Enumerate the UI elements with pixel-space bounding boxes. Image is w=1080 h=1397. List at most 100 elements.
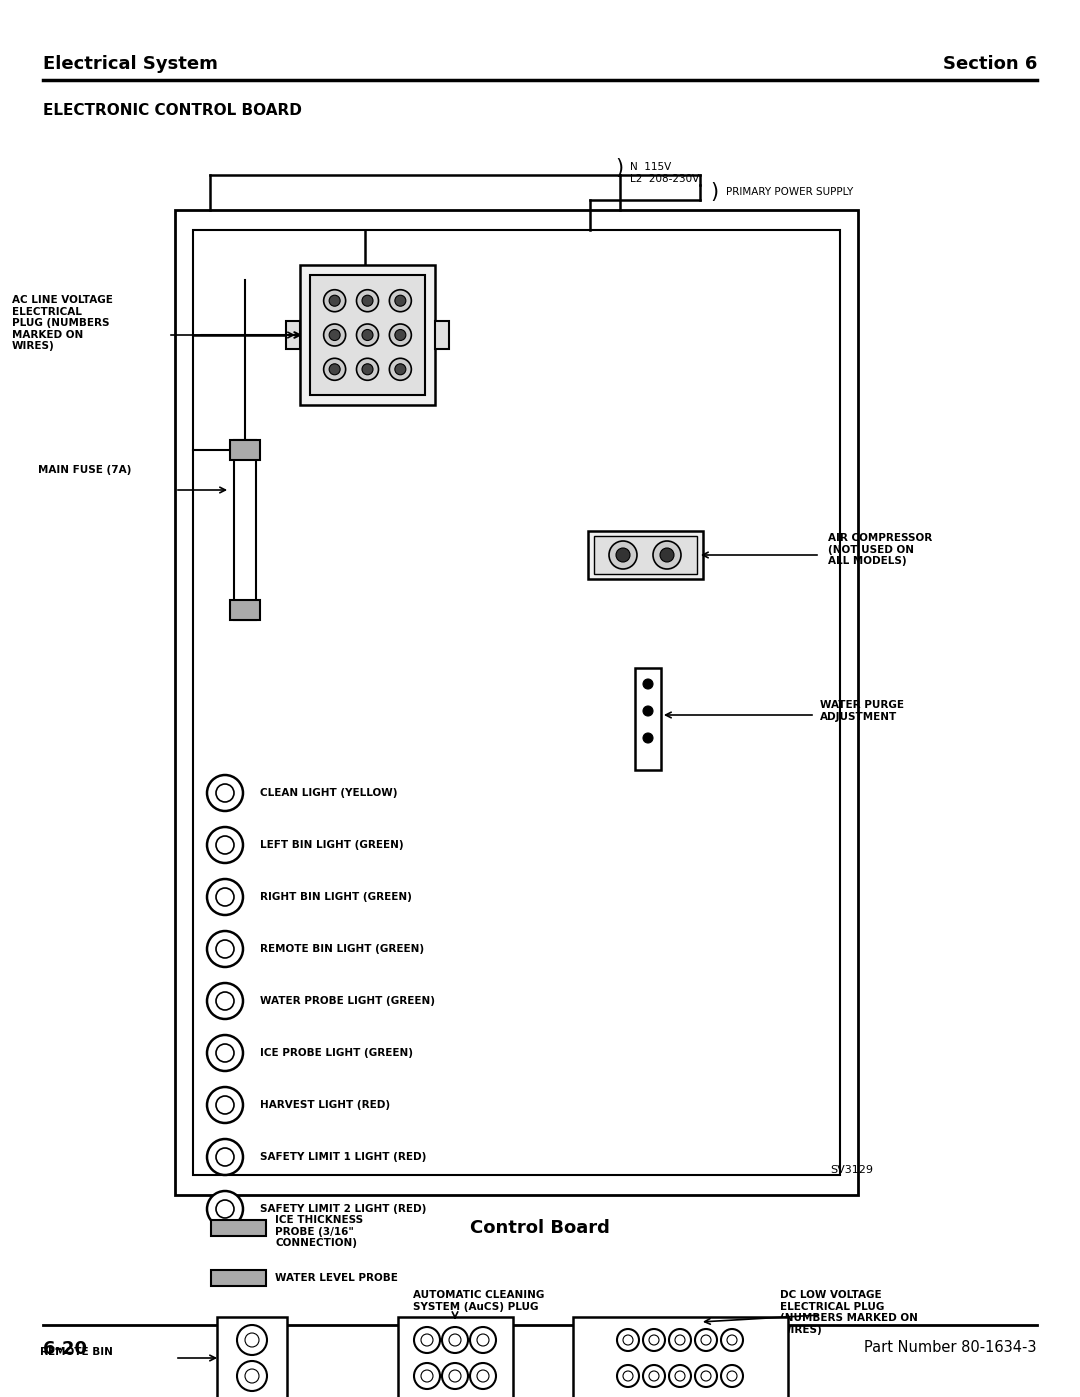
Circle shape (643, 1365, 665, 1387)
Text: HARVEST LIGHT (RED): HARVEST LIGHT (RED) (260, 1099, 390, 1111)
Bar (286, 321, 300, 349)
Circle shape (216, 888, 234, 907)
Circle shape (660, 548, 674, 562)
Circle shape (207, 1192, 243, 1227)
Text: AIR COMPRESSOR
(NOT USED ON
ALL MODELS): AIR COMPRESSOR (NOT USED ON ALL MODELS) (828, 534, 932, 566)
Circle shape (329, 330, 340, 341)
Circle shape (643, 679, 653, 689)
Text: PRIMARY POWER SUPPLY: PRIMARY POWER SUPPLY (726, 187, 853, 197)
Bar (230, 599, 260, 620)
Text: 6-20: 6-20 (43, 1340, 87, 1358)
Circle shape (616, 548, 630, 562)
Circle shape (216, 940, 234, 958)
Circle shape (414, 1327, 440, 1354)
Text: ICE THICKNESS
PROBE (3/16"
CONNECTION): ICE THICKNESS PROBE (3/16" CONNECTION) (275, 1215, 363, 1248)
Text: REMOTE BIN LIGHT (GREEN): REMOTE BIN LIGHT (GREEN) (260, 944, 424, 954)
Circle shape (395, 363, 406, 374)
Text: LEFT BIN LIGHT (GREEN): LEFT BIN LIGHT (GREEN) (260, 840, 404, 849)
Text: SAFETY LIMIT 2 LIGHT (RED): SAFETY LIMIT 2 LIGHT (RED) (260, 1204, 427, 1214)
Circle shape (324, 289, 346, 312)
Circle shape (696, 1329, 717, 1351)
Circle shape (701, 1336, 711, 1345)
Circle shape (237, 1361, 267, 1391)
Circle shape (421, 1334, 433, 1345)
Circle shape (669, 1365, 691, 1387)
Circle shape (207, 1035, 243, 1071)
Circle shape (356, 289, 378, 312)
Text: ICE PROBE LIGHT (GREEN): ICE PROBE LIGHT (GREEN) (260, 1048, 413, 1058)
Circle shape (216, 835, 234, 854)
Circle shape (721, 1329, 743, 1351)
Circle shape (643, 705, 653, 717)
Circle shape (649, 1336, 659, 1345)
Text: SV3129: SV3129 (831, 1165, 873, 1175)
Text: SAFETY LIMIT 1 LIGHT (RED): SAFETY LIMIT 1 LIGHT (RED) (260, 1153, 427, 1162)
Text: ): ) (710, 182, 718, 203)
Bar (310, 275, 426, 395)
Bar (234, 440, 256, 620)
Text: Electrical System: Electrical System (43, 54, 218, 73)
Circle shape (216, 992, 234, 1010)
Circle shape (362, 295, 373, 306)
Circle shape (216, 1200, 234, 1218)
Circle shape (329, 295, 340, 306)
Circle shape (356, 358, 378, 380)
Circle shape (362, 363, 373, 374)
Circle shape (207, 983, 243, 1018)
Bar (573, 1317, 788, 1397)
Text: AUTOMATIC CLEANING
SYSTEM (AuCS) PLUG: AUTOMATIC CLEANING SYSTEM (AuCS) PLUG (413, 1289, 544, 1312)
Circle shape (617, 1329, 639, 1351)
Text: AC LINE VOLTAGE
ELECTRICAL
PLUG (NUMBERS
MARKED ON
WIRES): AC LINE VOLTAGE ELECTRICAL PLUG (NUMBERS… (12, 295, 113, 352)
Text: REMOTE BIN: REMOTE BIN (40, 1347, 113, 1356)
Circle shape (623, 1336, 633, 1345)
Circle shape (449, 1370, 461, 1382)
Circle shape (324, 358, 346, 380)
Bar (230, 440, 260, 460)
Circle shape (477, 1370, 489, 1382)
Circle shape (390, 358, 411, 380)
Circle shape (207, 1139, 243, 1175)
Bar (175, 210, 858, 1194)
Circle shape (237, 1324, 267, 1355)
Circle shape (721, 1365, 743, 1387)
Text: CLEAN LIGHT (YELLOW): CLEAN LIGHT (YELLOW) (260, 788, 397, 798)
Circle shape (653, 541, 681, 569)
Bar (435, 321, 449, 349)
Circle shape (207, 775, 243, 812)
Text: N  115V
L2  208-230V: N 115V L2 208-230V (630, 162, 699, 183)
Circle shape (643, 733, 653, 743)
Bar (594, 536, 697, 574)
Text: ): ) (615, 158, 623, 177)
Circle shape (675, 1370, 685, 1382)
Bar (193, 231, 840, 1175)
Circle shape (207, 827, 243, 863)
Circle shape (395, 330, 406, 341)
Circle shape (216, 1097, 234, 1113)
Circle shape (207, 1087, 243, 1123)
Circle shape (207, 879, 243, 915)
Bar (211, 1270, 266, 1287)
Text: WATER PROBE LIGHT (GREEN): WATER PROBE LIGHT (GREEN) (260, 996, 435, 1006)
Text: ELECTRONIC CONTROL BOARD: ELECTRONIC CONTROL BOARD (43, 103, 302, 117)
Circle shape (727, 1370, 737, 1382)
Circle shape (675, 1336, 685, 1345)
Bar (211, 1220, 266, 1236)
Circle shape (390, 324, 411, 346)
Circle shape (609, 541, 637, 569)
Circle shape (669, 1329, 691, 1351)
Circle shape (245, 1333, 259, 1347)
Circle shape (390, 289, 411, 312)
Circle shape (324, 324, 346, 346)
Circle shape (395, 295, 406, 306)
Text: Control Board: Control Board (470, 1220, 610, 1236)
Text: Section 6: Section 6 (943, 54, 1037, 73)
Circle shape (216, 784, 234, 802)
Circle shape (216, 1044, 234, 1062)
Circle shape (617, 1365, 639, 1387)
Circle shape (470, 1327, 496, 1354)
Bar (588, 531, 703, 578)
Text: WATER LEVEL PROBE: WATER LEVEL PROBE (275, 1273, 397, 1282)
Text: RIGHT BIN LIGHT (GREEN): RIGHT BIN LIGHT (GREEN) (260, 893, 411, 902)
Text: MAIN FUSE (7A): MAIN FUSE (7A) (38, 465, 132, 475)
Circle shape (362, 330, 373, 341)
